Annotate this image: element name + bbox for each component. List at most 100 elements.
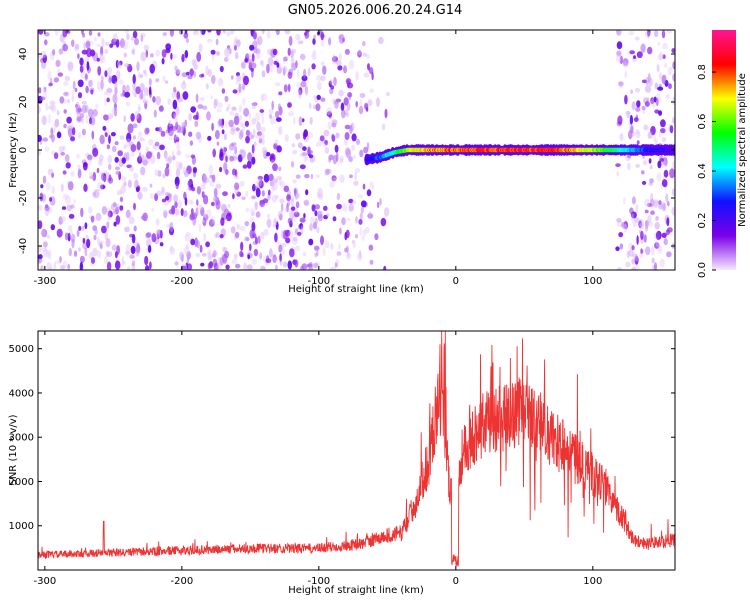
spectrogram-cell <box>625 110 631 115</box>
spectrogram-cell <box>201 105 208 110</box>
spectrogram-cell <box>658 200 662 205</box>
spectrogram-cell <box>298 40 304 45</box>
spectrogram-cell <box>188 131 193 137</box>
spectrogram-cell <box>61 206 67 210</box>
spectrogram-cell <box>121 175 127 181</box>
spectrogram-cell <box>314 210 318 217</box>
spectrogram-cell <box>305 88 309 97</box>
spectrogram-cell <box>283 261 287 268</box>
spectrogram-cell <box>366 54 371 59</box>
spectrogram-cell <box>616 41 623 50</box>
spectrogram-cell <box>103 114 109 121</box>
spectrogram-cell <box>49 100 56 106</box>
spectrogram-cell <box>249 243 252 252</box>
spectrogram-cell <box>241 61 247 69</box>
spectrogram-cell <box>271 182 275 192</box>
spectrogram-cell <box>618 232 624 238</box>
spectrogram-cell <box>211 75 216 84</box>
spectrogram-cell <box>38 220 43 229</box>
spectrogram-cell <box>43 89 47 100</box>
spectrogram-cell <box>252 32 257 40</box>
spectrogram-cell <box>245 190 249 197</box>
spectrogram-cell <box>367 63 370 71</box>
spectrogram-cell <box>79 112 85 119</box>
spectrogram-cell <box>658 72 663 80</box>
spectrogram-cell <box>650 192 654 203</box>
spectrogram-cell <box>174 176 180 187</box>
spectrogram-cell <box>175 160 180 170</box>
spectrogram-cell <box>257 35 263 46</box>
spectrogram-cell <box>254 236 258 244</box>
spectrogram-cell <box>126 33 130 40</box>
spectrogram-cell <box>155 95 161 106</box>
spectrogram-cell <box>116 190 123 196</box>
spectrogram-cell <box>308 261 313 270</box>
spectrogram-cell <box>91 130 95 140</box>
spectrogram-cell <box>239 129 244 138</box>
spectrogram-cell <box>97 80 100 90</box>
spectrogram-cell <box>39 192 44 202</box>
spectrogram-cell <box>278 177 283 186</box>
spectrogram-cell <box>239 225 246 232</box>
spectrogram-cell <box>371 184 375 190</box>
spectrogram-cell <box>232 168 236 176</box>
spectrogram-cell <box>316 74 322 82</box>
spectrogram-cell <box>261 70 266 78</box>
spectrogram-cell <box>190 106 197 113</box>
spectrogram-cell <box>263 173 270 183</box>
spectrogram-cell <box>657 245 663 254</box>
colorbar-tick-label: 0.4 <box>697 163 708 179</box>
spectrogram-cell <box>310 173 314 180</box>
spectrogram-cell <box>220 217 225 227</box>
spectrogram-cell <box>293 211 300 218</box>
spectrogram-cell <box>170 52 173 60</box>
spectrogram-cell <box>253 141 257 148</box>
spectrogram-cell <box>79 65 84 73</box>
spectrogram-cell <box>68 247 73 257</box>
spectrogram-cell <box>282 57 286 65</box>
spectrogram-cell <box>247 254 250 260</box>
spectrogram-cell <box>292 150 298 155</box>
spectrogram-cell <box>329 181 335 188</box>
spectrogram-cell <box>127 123 134 134</box>
spectrogram-cell <box>132 135 136 140</box>
spectrogram-cell <box>667 200 670 207</box>
spectrogram-cell <box>225 212 232 222</box>
spectrogram-cell <box>174 261 179 266</box>
spectrogram-cell <box>215 199 221 210</box>
spectrogram-cell <box>62 145 66 151</box>
spectrogram-x-axis-label: Height of straight line (km) <box>288 284 424 295</box>
spectrogram-cell <box>184 30 188 34</box>
spectrogram-cell <box>193 114 199 120</box>
spectrogram-cell <box>262 198 269 204</box>
spectrogram-cell <box>190 238 196 246</box>
spectrogram-cell <box>90 257 96 264</box>
spectrogram-cell <box>86 238 91 249</box>
spectrogram-cell <box>333 177 337 182</box>
spectrogram-cell <box>103 91 108 95</box>
colorbar-tick-label: 0.6 <box>697 114 708 130</box>
spectrogram-cell <box>205 83 209 90</box>
spectrogram-cell <box>223 133 227 141</box>
spectrogram-cell <box>139 74 144 79</box>
spectrogram-cell <box>131 233 136 244</box>
spectrogram-cell <box>368 244 374 251</box>
spectrogram-cell <box>272 48 278 56</box>
spectrogram-cell <box>323 129 330 137</box>
spectrogram-cell <box>273 219 277 224</box>
spectrogram-cell <box>244 221 250 227</box>
spectrogram-cell <box>661 74 667 85</box>
spectrogram-cell <box>136 113 142 124</box>
spectrogram-cell <box>136 61 140 72</box>
spectrogram-cell <box>217 102 223 109</box>
snr-series-line <box>38 331 675 568</box>
spectrogram-cell <box>284 207 291 213</box>
snr-frame <box>37 330 676 571</box>
spectrogram-x-tick-label: 0 <box>453 276 459 287</box>
spectrogram-cell <box>654 109 660 114</box>
spectrogram-cell <box>366 142 370 150</box>
spectrogram-cell <box>294 228 299 235</box>
spectrogram-cell <box>222 30 226 34</box>
spectrogram-cell <box>282 67 286 76</box>
spectrogram-cell <box>320 40 325 47</box>
